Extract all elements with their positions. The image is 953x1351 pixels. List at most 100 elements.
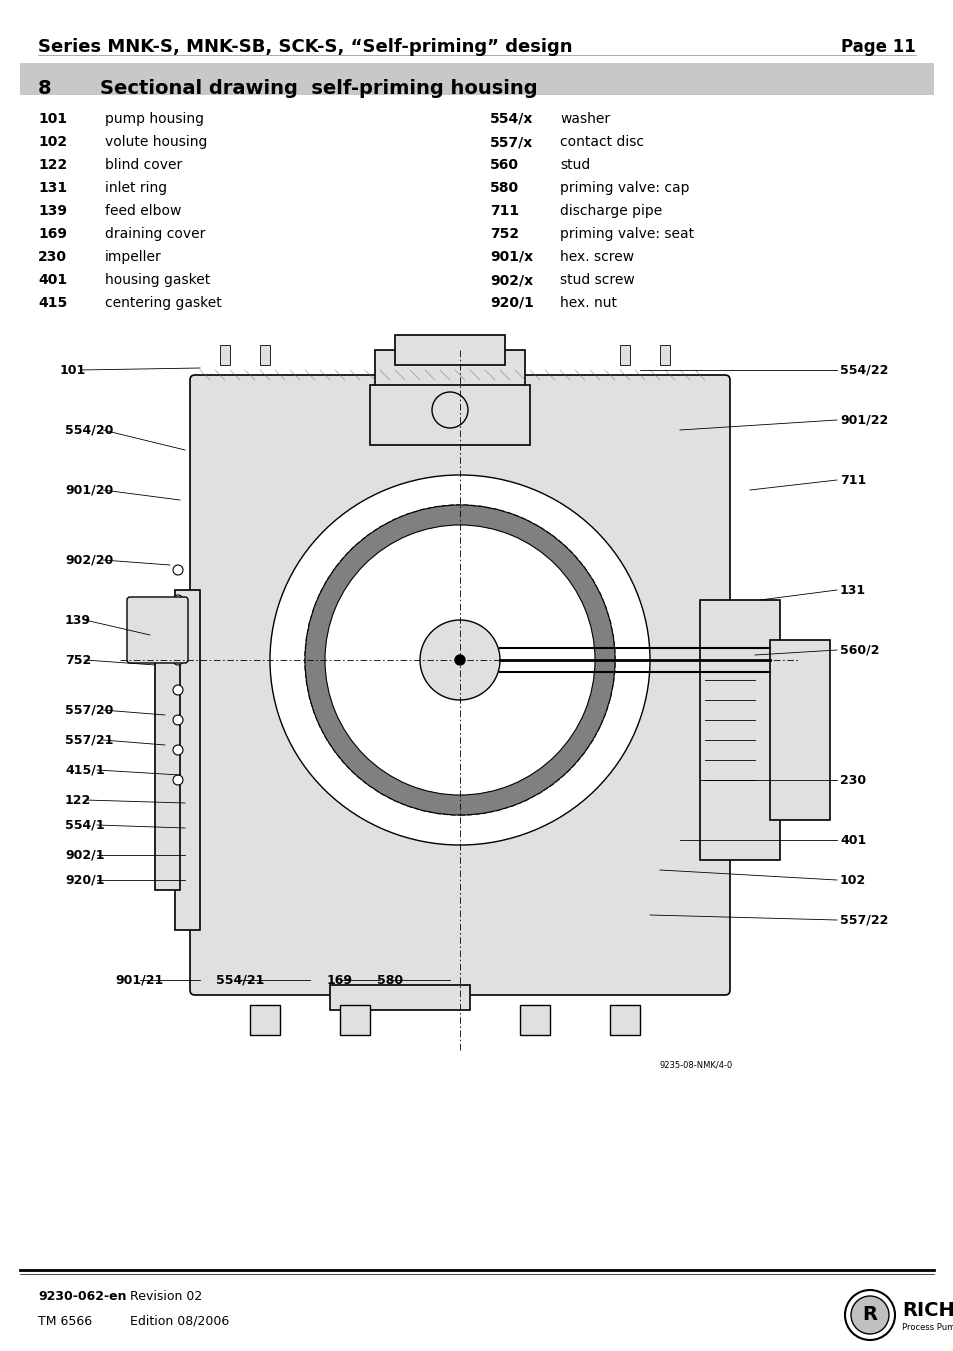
Text: stud: stud (559, 158, 590, 172)
Text: 557/20: 557/20 (65, 704, 113, 716)
Text: 401: 401 (840, 834, 865, 847)
Text: pump housing: pump housing (105, 112, 204, 126)
Circle shape (850, 1296, 888, 1333)
Text: volute housing: volute housing (105, 135, 207, 149)
Text: 557/22: 557/22 (840, 913, 887, 927)
Bar (220, 345, 230, 365)
Text: 8: 8 (38, 78, 51, 99)
Text: washer: washer (559, 112, 610, 126)
Text: 902/1: 902/1 (65, 848, 105, 862)
Bar (659, 345, 669, 365)
Text: impeller: impeller (105, 250, 162, 263)
Text: 752: 752 (490, 227, 518, 240)
Text: 557/21: 557/21 (65, 734, 113, 747)
Text: priming valve: cap: priming valve: cap (559, 181, 689, 195)
Circle shape (844, 1290, 894, 1340)
Text: contact disc: contact disc (559, 135, 643, 149)
Bar (339, 1005, 370, 1035)
Text: 901/20: 901/20 (65, 484, 113, 497)
Text: R: R (862, 1305, 877, 1324)
Text: RICHTER: RICHTER (901, 1301, 953, 1320)
Text: 9230-062-en: 9230-062-en (38, 1290, 127, 1302)
Text: Revision 02: Revision 02 (130, 1290, 202, 1302)
Text: 415: 415 (38, 296, 67, 309)
Circle shape (419, 620, 499, 700)
Text: 169: 169 (327, 974, 353, 986)
Text: priming valve: seat: priming valve: seat (559, 227, 694, 240)
Circle shape (172, 715, 183, 725)
Bar (519, 1005, 550, 1035)
Text: 401: 401 (38, 273, 67, 286)
Text: 580: 580 (490, 181, 518, 195)
Text: 101: 101 (60, 363, 86, 377)
Bar (769, 640, 829, 820)
Text: 169: 169 (38, 227, 67, 240)
Text: 711: 711 (840, 473, 865, 486)
Text: 580: 580 (376, 974, 402, 986)
Text: 122: 122 (38, 158, 67, 172)
Text: 902/x: 902/x (490, 273, 533, 286)
Bar (20, 63, 933, 95)
Text: 554/1: 554/1 (65, 819, 105, 831)
FancyBboxPatch shape (190, 376, 729, 994)
Text: 131: 131 (840, 584, 865, 597)
Text: blind cover: blind cover (105, 158, 182, 172)
Bar (609, 1005, 639, 1035)
Text: 139: 139 (38, 204, 67, 218)
Text: 101: 101 (38, 112, 67, 126)
Circle shape (455, 655, 464, 665)
Text: 554/x: 554/x (490, 112, 533, 126)
Text: Series MNK-S, MNK-SB, SCK-S, “Self-priming” design: Series MNK-S, MNK-SB, SCK-S, “Self-primi… (38, 38, 572, 55)
Circle shape (172, 655, 183, 665)
Bar (260, 345, 270, 365)
Text: discharge pipe: discharge pipe (559, 204, 661, 218)
Text: 131: 131 (38, 181, 67, 195)
Text: 920/1: 920/1 (65, 874, 105, 886)
Circle shape (432, 392, 468, 428)
Circle shape (172, 744, 183, 755)
Bar (154, 630, 180, 890)
Text: 122: 122 (65, 793, 91, 807)
Text: Sectional drawing  self-priming housing: Sectional drawing self-priming housing (100, 78, 537, 99)
Text: 230: 230 (840, 774, 865, 786)
Text: draining cover: draining cover (105, 227, 205, 240)
Circle shape (172, 775, 183, 785)
Text: 9235-08-NMK/4-0: 9235-08-NMK/4-0 (659, 1061, 733, 1069)
Bar (619, 345, 629, 365)
Bar (700, 600, 780, 861)
Circle shape (172, 565, 183, 576)
Bar (370, 385, 530, 444)
Text: 554/22: 554/22 (840, 363, 887, 377)
Text: housing gasket: housing gasket (105, 273, 210, 286)
Text: 901/22: 901/22 (840, 413, 887, 427)
Text: 752: 752 (65, 654, 91, 666)
FancyBboxPatch shape (127, 597, 188, 663)
Bar (375, 350, 524, 390)
Circle shape (172, 685, 183, 694)
Text: 901/21: 901/21 (115, 974, 164, 986)
Text: Process Pumps & Valves: Process Pumps & Valves (901, 1323, 953, 1332)
Bar (174, 590, 200, 929)
Text: TM 6566: TM 6566 (38, 1315, 92, 1328)
Text: 554/20: 554/20 (65, 423, 113, 436)
Text: inlet ring: inlet ring (105, 181, 167, 195)
Text: stud screw: stud screw (559, 273, 634, 286)
Text: 230: 230 (38, 250, 67, 263)
Text: centering gasket: centering gasket (105, 296, 221, 309)
Bar (330, 985, 470, 1011)
Text: Page 11: Page 11 (841, 38, 915, 55)
Ellipse shape (270, 476, 649, 844)
Text: 102: 102 (38, 135, 67, 149)
Bar (395, 335, 504, 365)
Text: 554/21: 554/21 (215, 974, 264, 986)
Wedge shape (305, 505, 615, 815)
Text: 415/1: 415/1 (65, 763, 105, 777)
Bar (250, 1005, 280, 1035)
Circle shape (172, 626, 183, 635)
Text: hex. nut: hex. nut (559, 296, 617, 309)
Circle shape (172, 594, 183, 605)
Text: hex. screw: hex. screw (559, 250, 634, 263)
Text: Edition 08/2006: Edition 08/2006 (130, 1315, 229, 1328)
Text: feed elbow: feed elbow (105, 204, 181, 218)
Text: 102: 102 (840, 874, 865, 886)
